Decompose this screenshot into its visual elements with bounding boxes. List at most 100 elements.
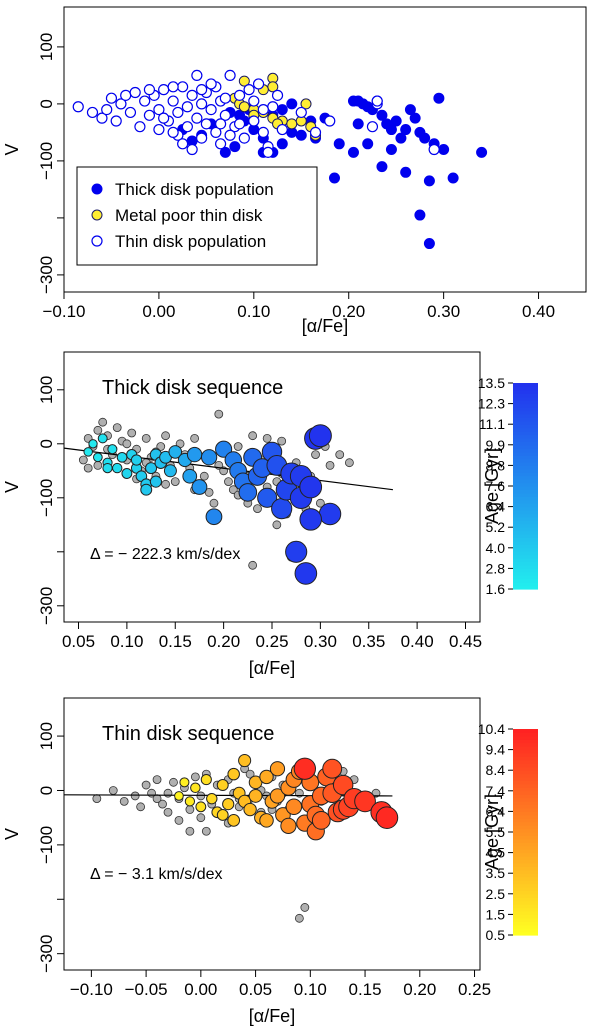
- age-point: [269, 788, 286, 804]
- data-point-series-0: [347, 146, 359, 158]
- data-point-series-2: [186, 143, 198, 156]
- colorbar-segment: [513, 540, 538, 545]
- colorbar-segment: [513, 842, 538, 847]
- colorbar-tick-label: 8.4: [486, 762, 506, 778]
- colorbar-segment: [513, 780, 538, 785]
- data-point-series-2: [110, 115, 122, 127]
- colorbar-tick-label: 8.8: [486, 457, 506, 473]
- data-point-series-0: [400, 166, 412, 178]
- background-point: [262, 433, 272, 443]
- data-point-series-0: [333, 138, 345, 150]
- data-point-series-2: [205, 103, 217, 116]
- colorbar-segment: [513, 448, 538, 453]
- colorbar-segment: [513, 924, 538, 929]
- data-point-series-0: [404, 104, 416, 116]
- age-point: [238, 754, 252, 768]
- colorbar-segment: [513, 931, 538, 936]
- age-point: [186, 446, 203, 463]
- data-point-series-2: [172, 106, 184, 119]
- colorbar-tick-label: 4.5: [486, 845, 506, 861]
- colorbar-tick-label: 2.5: [486, 886, 506, 902]
- colorbar-segment: [513, 749, 538, 754]
- colorbar-tick-label: 9.4: [486, 742, 506, 758]
- colorbar-segment: [513, 516, 538, 521]
- data-point-series-2: [200, 118, 212, 130]
- background-point: [170, 477, 180, 487]
- colorbar-segment: [513, 921, 538, 926]
- colorbar-segment: [513, 403, 538, 408]
- colorbar-tick-label: 0.5: [486, 927, 506, 943]
- age-point: [354, 790, 376, 813]
- colorbar-segment: [513, 893, 538, 898]
- colorbar-segment: [513, 585, 538, 590]
- background-point: [248, 560, 258, 570]
- data-point-series-0: [390, 115, 402, 127]
- age-point: [130, 454, 143, 466]
- colorbar-segment: [513, 928, 538, 933]
- data-point-series-0: [295, 129, 307, 141]
- data-point-series-2: [158, 84, 170, 96]
- colorbar-tick-label: 6.4: [486, 803, 506, 819]
- colorbar-segment: [513, 554, 538, 559]
- colorbar-segment: [513, 783, 538, 788]
- background-point: [272, 520, 282, 530]
- colorbar-segment: [513, 797, 538, 802]
- background-point: [311, 450, 320, 460]
- age-point: [299, 508, 322, 531]
- age-point: [112, 462, 123, 474]
- age-point: [184, 796, 196, 807]
- age-point: [140, 483, 153, 496]
- data-point-series-1: [300, 98, 312, 110]
- data-point-series-2: [115, 98, 127, 110]
- x-tick-label: 0.35: [352, 632, 385, 651]
- data-point-series-2: [196, 84, 208, 96]
- background-point: [93, 460, 103, 470]
- data-point-series-2: [205, 78, 217, 90]
- colorbar-segment: [513, 735, 538, 740]
- background-point: [174, 816, 184, 825]
- plot-frame-2: [63, 697, 481, 971]
- colorbar-segment: [513, 880, 538, 885]
- data-point-series-0: [395, 132, 407, 144]
- data-point-series-2: [191, 112, 203, 124]
- background-point: [196, 813, 206, 823]
- age-point: [215, 440, 233, 458]
- colorbar-segment: [513, 547, 538, 552]
- colorbar-segment: [513, 431, 538, 436]
- x-tick-label: 0.15: [349, 980, 382, 999]
- background-point: [163, 807, 173, 817]
- colorbar-segment: [513, 420, 538, 425]
- background-point: [315, 498, 325, 508]
- age-point: [200, 774, 212, 786]
- age-point: [93, 452, 103, 463]
- colorbar-tick-label: 7.4: [486, 783, 506, 799]
- age-point: [174, 791, 184, 801]
- colorbar-tick-label: 3.5: [486, 865, 506, 881]
- background-point: [122, 439, 132, 449]
- data-point-series-2: [238, 132, 250, 144]
- data-point-series-2: [158, 112, 170, 124]
- data-point-series-2: [153, 123, 165, 136]
- x-tick-label: 0.15: [159, 632, 192, 651]
- age-point: [257, 487, 278, 508]
- colorbar-segment: [513, 886, 538, 891]
- colorbar-segment: [513, 838, 538, 843]
- data-point-series-0: [362, 138, 374, 150]
- colorbar-segment: [513, 561, 538, 566]
- data-point-series-0: [433, 92, 445, 104]
- colorbar-segment: [513, 794, 538, 799]
- data-point-series-2: [143, 84, 156, 96]
- colorbar-segment: [513, 729, 538, 734]
- colorbar-segment: [513, 496, 538, 501]
- y-tick-label: −100: [37, 826, 56, 864]
- background-point: [108, 786, 118, 795]
- data-point-series-2: [196, 132, 208, 144]
- age-point: [299, 475, 323, 499]
- age-point: [205, 508, 223, 526]
- data-point-series-2: [243, 84, 255, 96]
- data-point-series-2: [257, 103, 269, 116]
- data-point-series-0: [476, 146, 488, 158]
- background-point: [136, 802, 146, 812]
- colorbar-segment: [513, 845, 538, 850]
- colorbar-segment: [513, 410, 538, 415]
